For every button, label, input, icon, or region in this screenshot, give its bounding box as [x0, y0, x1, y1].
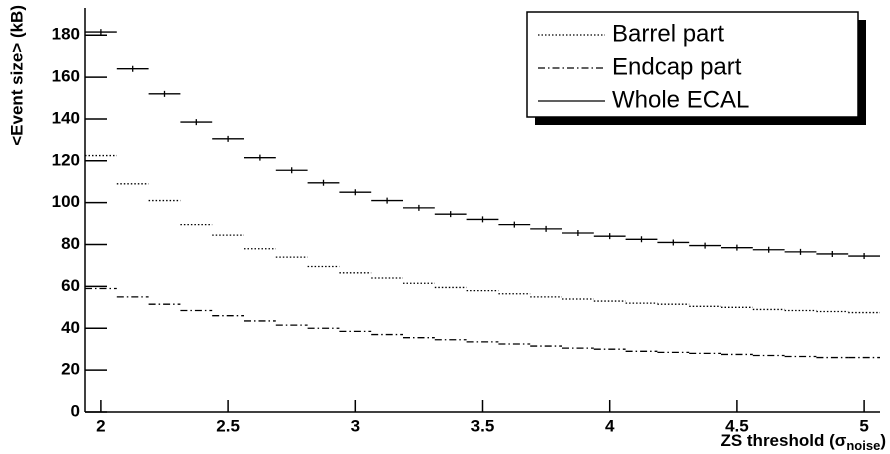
data-step — [721, 244, 753, 251]
x-tick-label: 4.5 — [725, 416, 749, 435]
x-axis-title-close: ) — [880, 431, 886, 450]
data-step — [689, 242, 721, 249]
data-step — [148, 90, 181, 97]
data-step — [275, 167, 308, 174]
data-step — [371, 197, 403, 204]
data-step — [339, 189, 372, 196]
data-step — [816, 250, 849, 257]
x-tick-label: 3.5 — [471, 416, 495, 435]
data-step — [212, 135, 244, 142]
data-step — [434, 211, 467, 218]
data-step — [593, 233, 626, 240]
y-tick-label: 100 — [52, 192, 80, 211]
data-step — [466, 216, 499, 223]
data-step — [498, 221, 531, 228]
x-tick-label: 5 — [859, 416, 868, 435]
y-tick-label: 0 — [71, 401, 80, 420]
y-tick-label: 120 — [52, 150, 80, 169]
data-step — [625, 236, 658, 243]
data-step — [562, 230, 594, 237]
x-axis-title-text: ZS threshold (σ — [720, 431, 846, 450]
legend-label: Whole ECAL — [612, 86, 749, 113]
data-step — [244, 154, 276, 161]
legend-label: Barrel part — [612, 20, 724, 47]
x-axis-title-subscript: noise — [846, 438, 880, 453]
data-step — [657, 239, 690, 246]
legend-box — [526, 11, 859, 118]
data-step — [848, 253, 880, 260]
data-step — [530, 225, 562, 232]
data-step — [752, 246, 785, 253]
data-step — [85, 29, 117, 36]
data-step — [307, 179, 340, 186]
y-tick-label: 80 — [61, 234, 80, 253]
legend-label: Endcap part — [612, 53, 742, 80]
data-step — [784, 248, 817, 255]
y-axis-title: <Event size> (kB) — [7, 5, 26, 146]
x-tick-label: 2.5 — [216, 416, 240, 435]
data-step — [180, 119, 213, 126]
x-tick-label: 2 — [96, 416, 105, 435]
y-tick-label: 160 — [52, 67, 80, 86]
y-tick-label: 180 — [52, 25, 80, 44]
y-tick-label: 60 — [61, 276, 80, 295]
data-step — [403, 204, 435, 211]
x-axis-title: ZS threshold (σnoise) — [720, 431, 886, 453]
y-tick-label: 140 — [52, 108, 80, 127]
data-step — [116, 65, 149, 72]
y-tick-label: 40 — [61, 318, 80, 337]
x-tick-label: 3 — [351, 416, 360, 435]
y-tick-label: 20 — [61, 360, 80, 379]
x-tick-label: 4 — [605, 416, 615, 435]
